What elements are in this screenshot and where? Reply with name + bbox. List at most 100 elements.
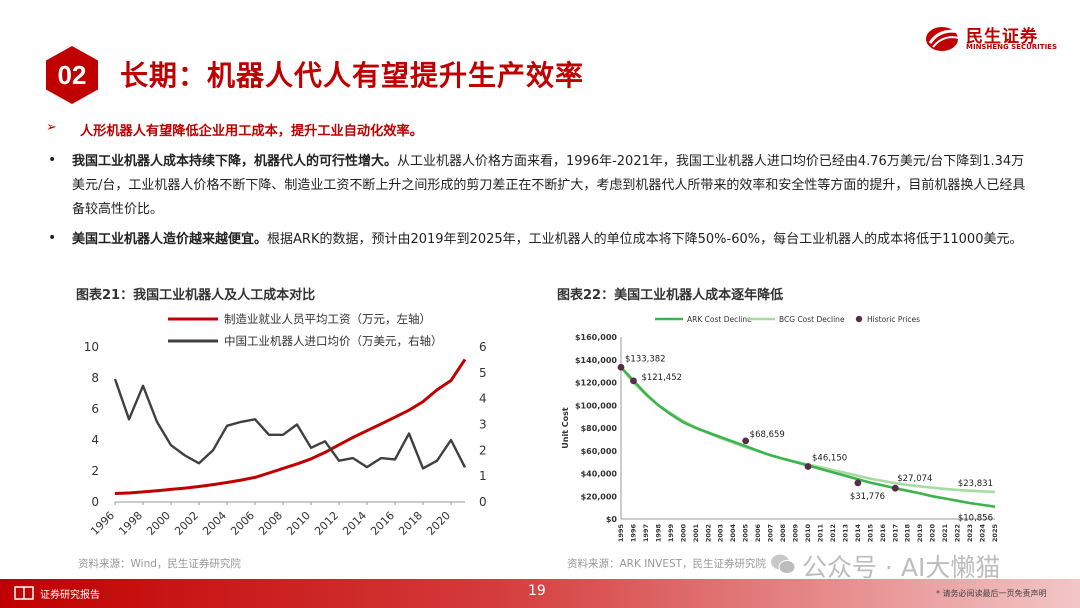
footer-report-label: 证券研究报告 bbox=[40, 590, 100, 601]
x-tick-label: 2002 bbox=[704, 524, 712, 542]
x-tick-label: 2009 bbox=[792, 524, 800, 543]
x-tick-label: 2010 bbox=[804, 524, 812, 543]
footer-bar bbox=[0, 579, 1080, 608]
x-tick-label: 1997 bbox=[642, 524, 650, 542]
y-tick-label: $0 bbox=[606, 515, 618, 524]
right-chart-title: 图表22：美国工业机器人成本逐年降低 bbox=[557, 288, 784, 303]
x-tick-label: 2016 bbox=[879, 524, 887, 543]
data-label: $121,452 bbox=[641, 373, 682, 383]
x-tick-label: 2006 bbox=[754, 524, 762, 543]
right-chart-source: 资料来源：ARK INVEST，民生证券研究院 bbox=[567, 558, 767, 570]
data-label: $46,150 bbox=[812, 454, 847, 464]
x-tick-label: 2008 bbox=[779, 524, 787, 543]
x-tick-label: 2005 bbox=[742, 524, 750, 543]
x-tick-label: 2021 bbox=[941, 524, 949, 543]
x-tick-label: 2014 bbox=[854, 524, 862, 543]
y-tick-right: 3 bbox=[479, 418, 487, 432]
legend-swatch-2 bbox=[855, 315, 863, 323]
key-point: 人形机器人有望降低企业用工成本，提升工业自动化效率。 bbox=[80, 124, 423, 139]
y-tick-right: 0 bbox=[479, 495, 487, 509]
arrow-bullet-icon: ➢ bbox=[46, 120, 57, 135]
x-tick-label: 2012 bbox=[829, 524, 837, 542]
disclaimer-note: * 请务必阅读最后一页免责声明 bbox=[936, 589, 1047, 598]
left-chart: 制造业就业人员平均工资（万元，左轴） 中国工业机器人进口均价（万美元，右轴） 0 2 4… bbox=[84, 312, 487, 538]
x-tick-label: 1996 bbox=[629, 524, 637, 543]
y-tick-label: $80,000 bbox=[581, 424, 618, 433]
y-tick-left: 2 bbox=[91, 464, 99, 478]
historic-price-point bbox=[617, 363, 625, 371]
y-tick-right: 6 bbox=[479, 340, 487, 354]
y-tick-label: $20,000 bbox=[581, 492, 618, 501]
page-number: 19 bbox=[528, 583, 546, 599]
y-tick-left: 0 bbox=[91, 495, 99, 509]
paragraph-body: 从工业机器人价格方面来看，1996年-2021年，我国工业机器人进口均价已经由4… bbox=[72, 154, 1026, 217]
x-tick-label: 2004 bbox=[729, 524, 737, 543]
y-tick-right: 1 bbox=[479, 469, 487, 483]
y-tick-label: $140,000 bbox=[575, 356, 617, 365]
y-tick-left: 10 bbox=[84, 340, 99, 354]
y-tick-label: $100,000 bbox=[575, 401, 617, 410]
historic-price-point bbox=[630, 377, 637, 385]
logo-text-en: MINSHENG SECURITIES bbox=[966, 43, 1057, 51]
right-chart: ARK Cost Decline BCG Cost Decline Historic… bbox=[561, 315, 999, 543]
legend-label-2: Historic Prices bbox=[867, 315, 920, 324]
minsheng-logo-icon bbox=[926, 27, 961, 51]
y-tick-right: 2 bbox=[479, 443, 487, 457]
x-tick-label: 2024 bbox=[979, 524, 987, 543]
series-line-0 bbox=[620, 366, 996, 508]
x-tick-label: 2015 bbox=[866, 524, 874, 543]
data-label: $10,856 bbox=[958, 514, 993, 524]
y-axis-label: Unit Cost bbox=[561, 407, 570, 449]
logo-text-cn: 民生证券 bbox=[966, 27, 1038, 47]
y-tick-label: $60,000 bbox=[581, 447, 618, 456]
bullet-dot-icon: • bbox=[48, 152, 57, 168]
data-label: $23,831 bbox=[958, 479, 993, 489]
x-tick-label: 2001 bbox=[692, 524, 700, 543]
y-tick-label: $40,000 bbox=[581, 470, 618, 479]
section-badge bbox=[46, 46, 98, 104]
historic-price-point bbox=[804, 463, 812, 470]
left-chart-title: 图表21：我国工业机器人及人工成本对比 bbox=[76, 288, 316, 303]
wechat-icon bbox=[771, 554, 796, 574]
book-icon bbox=[14, 586, 34, 600]
x-tick-label: 2004 bbox=[200, 509, 229, 538]
data-label: $133,382 bbox=[625, 354, 666, 364]
x-tick-label: 2000 bbox=[144, 509, 173, 538]
x-tick-label: 2022 bbox=[954, 524, 962, 542]
x-tick-label: 2019 bbox=[916, 524, 924, 543]
y-tick-label: $160,000 bbox=[575, 333, 617, 342]
x-tick-label: 2025 bbox=[991, 524, 999, 543]
historic-price-point bbox=[891, 484, 899, 492]
x-tick-label: 2014 bbox=[340, 509, 369, 538]
x-tick-label: 2017 bbox=[891, 524, 899, 542]
paragraph-lead: 美国工业机器人造价越来越便宜。 bbox=[72, 232, 268, 247]
page-title: 长期：机器人代人有望提升生产效率 bbox=[120, 59, 585, 92]
bullet-dot-icon: • bbox=[48, 230, 57, 246]
y-tick-left: 4 bbox=[91, 433, 99, 447]
left-chart-source: 资料来源：Wind，民生证券研究院 bbox=[78, 558, 241, 570]
watermark-text: 公众号 · AI大懒猫 bbox=[802, 553, 1001, 582]
paragraph-china-robot-cost: 我国工业机器人成本持续下降，机器代人的可行性增大。从工业机器人价格方面来看，19… bbox=[72, 150, 1032, 222]
data-label: $68,659 bbox=[750, 430, 785, 440]
x-tick-label: 1998 bbox=[654, 524, 662, 543]
x-tick-label: 2011 bbox=[816, 524, 824, 543]
x-tick-label: 2023 bbox=[966, 524, 974, 542]
x-tick-label: 2000 bbox=[679, 524, 687, 543]
x-tick-label: 2018 bbox=[904, 524, 912, 543]
y-tick-label: $120,000 bbox=[575, 379, 617, 388]
historic-price-point bbox=[742, 437, 750, 445]
y-tick-right: 5 bbox=[479, 366, 487, 380]
legend-label-0: 制造业就业人员平均工资（万元，左轴） bbox=[224, 312, 431, 326]
x-tick-label: 2006 bbox=[228, 509, 257, 538]
x-tick-label: 2012 bbox=[312, 509, 341, 538]
x-tick-label: 2010 bbox=[284, 509, 313, 538]
y-tick-left: 6 bbox=[91, 402, 99, 416]
series-line-1 bbox=[619, 366, 996, 494]
series-line-0 bbox=[114, 358, 467, 495]
paragraph-lead: 我国工业机器人成本持续下降，机器代人的可行性增大。 bbox=[72, 154, 398, 169]
x-tick-label: 2020 bbox=[929, 524, 937, 543]
x-tick-label: 1999 bbox=[667, 524, 675, 543]
x-tick-label: 2013 bbox=[841, 524, 849, 542]
x-tick-label: 2016 bbox=[368, 509, 397, 538]
paragraph-body: 根据ARK的数据，预计由2019年到2025年，工业机器人的单位成本将下降50%… bbox=[267, 232, 1023, 247]
